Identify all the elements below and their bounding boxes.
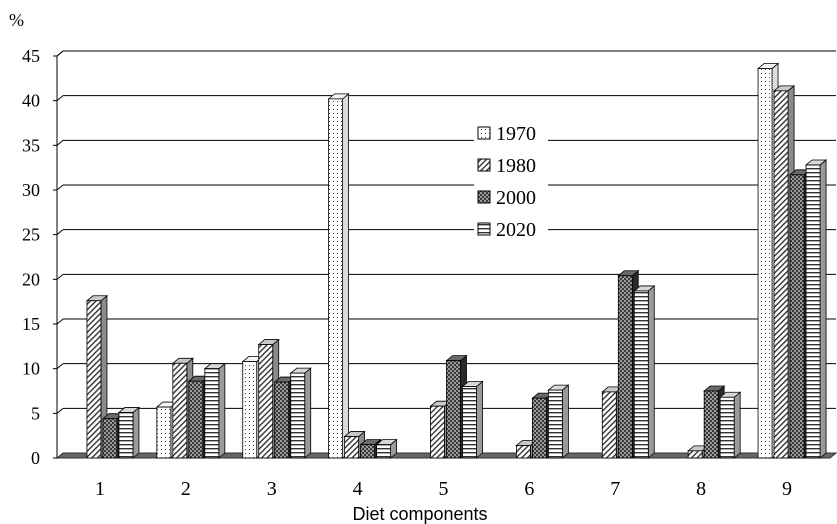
y-tick-label: 30 bbox=[22, 180, 40, 200]
bar-front bbox=[86, 300, 102, 459]
y-tick-label: 10 bbox=[22, 359, 40, 379]
gridline-depth bbox=[56, 318, 64, 325]
bar-2020-cat-3 bbox=[289, 367, 312, 459]
bars bbox=[85, 62, 828, 459]
bar-side bbox=[647, 285, 655, 459]
bar-side bbox=[304, 367, 312, 459]
bar-front bbox=[118, 412, 134, 459]
bar-front bbox=[430, 405, 445, 459]
bar-side bbox=[733, 391, 741, 459]
bar-front bbox=[703, 390, 719, 459]
bar-front bbox=[274, 381, 290, 459]
gridline-depth bbox=[56, 407, 64, 414]
legend-swatch bbox=[477, 158, 491, 172]
bar-2020-cat-8 bbox=[719, 391, 742, 459]
bar-1980-cat-1 bbox=[85, 294, 109, 459]
bar-front bbox=[531, 397, 547, 459]
y-tick-label: 25 bbox=[22, 225, 40, 245]
bar-front bbox=[242, 361, 258, 459]
bar-2020-cat-9 bbox=[804, 159, 828, 459]
y-tick-label: 35 bbox=[22, 135, 40, 155]
legend-swatch bbox=[477, 126, 491, 140]
gridline-depth bbox=[56, 363, 64, 370]
y-axis: 0 5 10 15 20 25 30 35 40 45 bbox=[22, 46, 64, 468]
bar-2020-cat-7 bbox=[633, 285, 656, 459]
bar-front bbox=[360, 444, 376, 459]
x-tick-label: 6 bbox=[524, 478, 534, 500]
bar-1970-cat-4 bbox=[327, 93, 350, 459]
x-tick-label: 9 bbox=[782, 478, 792, 500]
legend-item-1980: 1980 bbox=[477, 155, 536, 177]
legend-item-2000: 2000 bbox=[477, 187, 536, 209]
bar-front bbox=[446, 360, 461, 459]
x-axis: 1 2 3 4 5 6 7 8 9 bbox=[95, 478, 792, 500]
bar-side bbox=[819, 159, 827, 459]
legend-item-1970: 1970 bbox=[477, 123, 536, 145]
bar-front bbox=[805, 164, 821, 459]
gridline-depth bbox=[56, 95, 64, 102]
x-tick-label: 5 bbox=[439, 478, 449, 500]
bar-front bbox=[258, 344, 274, 459]
y-tick-label: 15 bbox=[22, 314, 40, 334]
bar-front bbox=[617, 275, 633, 459]
bar-front bbox=[687, 450, 703, 459]
bar-front bbox=[188, 380, 204, 459]
bar-front bbox=[328, 98, 344, 459]
bar-front bbox=[789, 174, 805, 459]
bar-2020-cat-6 bbox=[547, 384, 570, 459]
legend-label: 1980 bbox=[496, 155, 536, 177]
legend-swatch bbox=[477, 190, 491, 204]
x-tick-label: 7 bbox=[610, 478, 620, 500]
bar-front bbox=[172, 362, 188, 459]
bar-2020-cat-1 bbox=[117, 406, 141, 459]
y-axis-unit-label: % bbox=[9, 10, 24, 30]
gridline-depth bbox=[56, 229, 64, 236]
bar-front bbox=[376, 444, 392, 459]
bar-side bbox=[218, 362, 226, 459]
bar-front bbox=[773, 90, 789, 459]
x-axis-title: Diet components bbox=[352, 504, 487, 524]
x-tick-label: 4 bbox=[353, 478, 363, 500]
legend-label: 1970 bbox=[496, 123, 536, 145]
legend-item-2020: 2020 bbox=[477, 219, 536, 241]
x-tick-label: 3 bbox=[267, 478, 277, 500]
bar-front bbox=[719, 396, 735, 459]
gridline-depth bbox=[56, 139, 64, 146]
gridline-depth bbox=[56, 273, 64, 280]
bar-front bbox=[633, 290, 649, 459]
bar-side bbox=[561, 384, 569, 459]
bar-2020-cat-5 bbox=[461, 380, 484, 459]
gridlines bbox=[56, 50, 836, 414]
x-tick-label: 8 bbox=[696, 478, 706, 500]
y-tick-label: 40 bbox=[22, 91, 40, 111]
bar-front bbox=[102, 418, 118, 459]
bar-front bbox=[515, 445, 531, 459]
x-tick-label: 1 bbox=[95, 478, 105, 500]
x-tick-label: 2 bbox=[181, 478, 191, 500]
bar-side bbox=[342, 93, 350, 459]
bar-side bbox=[476, 380, 483, 459]
bar-front bbox=[757, 68, 773, 459]
bar-front bbox=[156, 406, 172, 459]
bar-front bbox=[204, 368, 220, 459]
bar-2020-cat-2 bbox=[203, 362, 226, 459]
bar-front bbox=[601, 391, 617, 459]
y-tick-label: 45 bbox=[22, 46, 40, 66]
legend-label: 2020 bbox=[496, 219, 536, 241]
gridline-depth bbox=[56, 184, 64, 191]
legend-label: 2000 bbox=[496, 187, 536, 209]
bar-front bbox=[344, 436, 360, 459]
bar-side bbox=[132, 406, 140, 459]
bar-front bbox=[547, 389, 563, 459]
bar-front bbox=[462, 386, 477, 459]
y-tick-label: 5 bbox=[31, 403, 40, 423]
y-tick-label: 0 bbox=[31, 448, 40, 468]
bar-2020-cat-4 bbox=[375, 438, 398, 459]
legend-swatch bbox=[477, 222, 491, 236]
y-axis-top-depth bbox=[56, 50, 64, 57]
bar-front bbox=[290, 372, 306, 459]
legend: 1970 1980 2000 2020 bbox=[474, 116, 548, 244]
y-tick-label: 20 bbox=[22, 269, 40, 289]
